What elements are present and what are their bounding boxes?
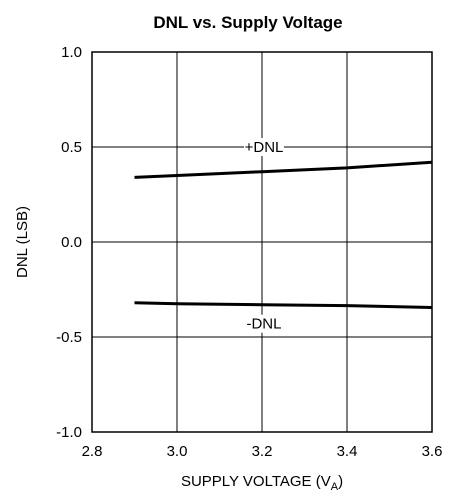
y-tick-label: -0.5: [56, 329, 82, 346]
x-tick-labels: 2.8 3.0 3.2 3.4 3.6: [82, 443, 443, 460]
plot-frame: [91, 51, 433, 433]
y-tick-label: 0.5: [61, 139, 82, 156]
series-line-minus-dnl: [134, 301, 433, 310]
x-tick-label: 2.8: [82, 443, 103, 460]
x-tick-label: 3.4: [337, 443, 358, 460]
x-tick-label: 3.2: [252, 443, 273, 460]
x-axis-label-subscript: A: [331, 481, 339, 493]
y-tick-label: 1.0: [61, 44, 82, 61]
series-label: +DNL: [245, 139, 284, 156]
x-axis-label: SUPPLY VOLTAGE (VA): [181, 473, 343, 493]
y-axis-label: DNL (LSB): [14, 206, 31, 278]
x-axis-label-main: SUPPLY VOLTAGE (V: [181, 473, 331, 490]
series-group: +DNL -DNL: [134, 138, 433, 333]
y-tick-label: -1.0: [56, 424, 82, 441]
series-label: -DNL: [246, 316, 281, 333]
series-line-plus-dnl: [134, 160, 433, 179]
x-tick-label: 3.0: [167, 443, 188, 460]
chart-title: DNL vs. Supply Voltage: [153, 13, 342, 32]
x-tick-label: 3.6: [422, 443, 443, 460]
y-tick-labels: 1.0 0.5 0.0 -0.5 -1.0: [56, 44, 82, 441]
series-label-bg: [244, 314, 284, 333]
series-label-bg: [244, 138, 284, 156]
y-tick-label: 0.0: [61, 234, 82, 251]
x-axis-label-close: ): [338, 473, 343, 490]
grid: [92, 52, 432, 432]
